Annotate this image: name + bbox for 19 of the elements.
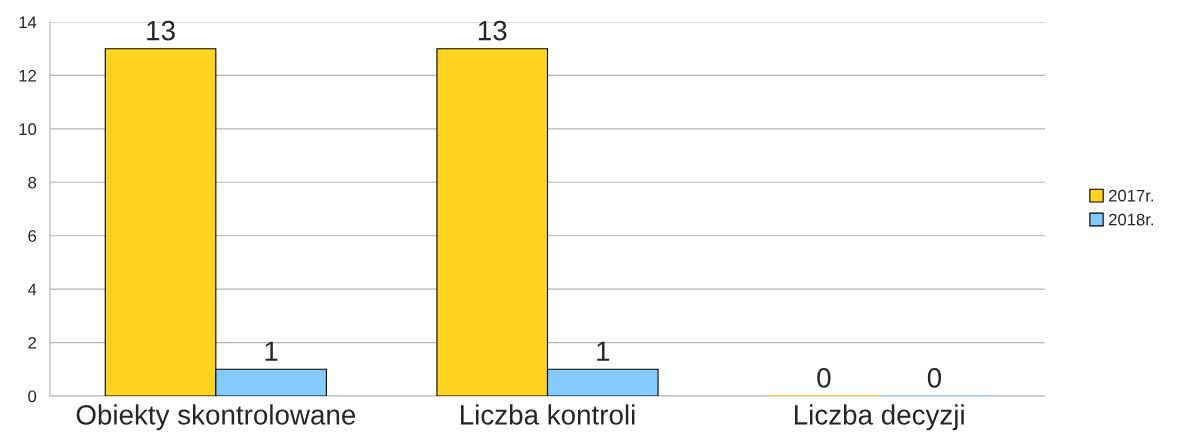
data-label: 13	[478, 20, 507, 41]
y-tick-label: 6	[28, 230, 37, 242]
data-label: 0	[817, 368, 831, 388]
legend-label: 2018r.	[1109, 213, 1153, 226]
data-label: 0	[927, 368, 942, 388]
data-label: 13	[147, 20, 175, 41]
y-tick-label: 12	[19, 69, 36, 82]
data-label: 1	[265, 341, 278, 361]
y-tick-label: 4	[27, 283, 37, 296]
y-tick-label: 14	[19, 16, 37, 29]
legend-label: 2017r.	[1109, 189, 1153, 202]
x-tick-label: Liczba kontroli	[461, 404, 635, 425]
y-tick-label: 10	[19, 123, 37, 136]
x-tick-label: Liczba decyzji	[794, 404, 964, 431]
y-tick-label: 0	[28, 390, 37, 403]
x-tick-label: Obiekty skontrolowane	[76, 404, 356, 431]
y-tick-label: 8	[28, 176, 37, 189]
data-label: 1	[597, 341, 610, 361]
y-tick-label: 2	[28, 336, 36, 349]
